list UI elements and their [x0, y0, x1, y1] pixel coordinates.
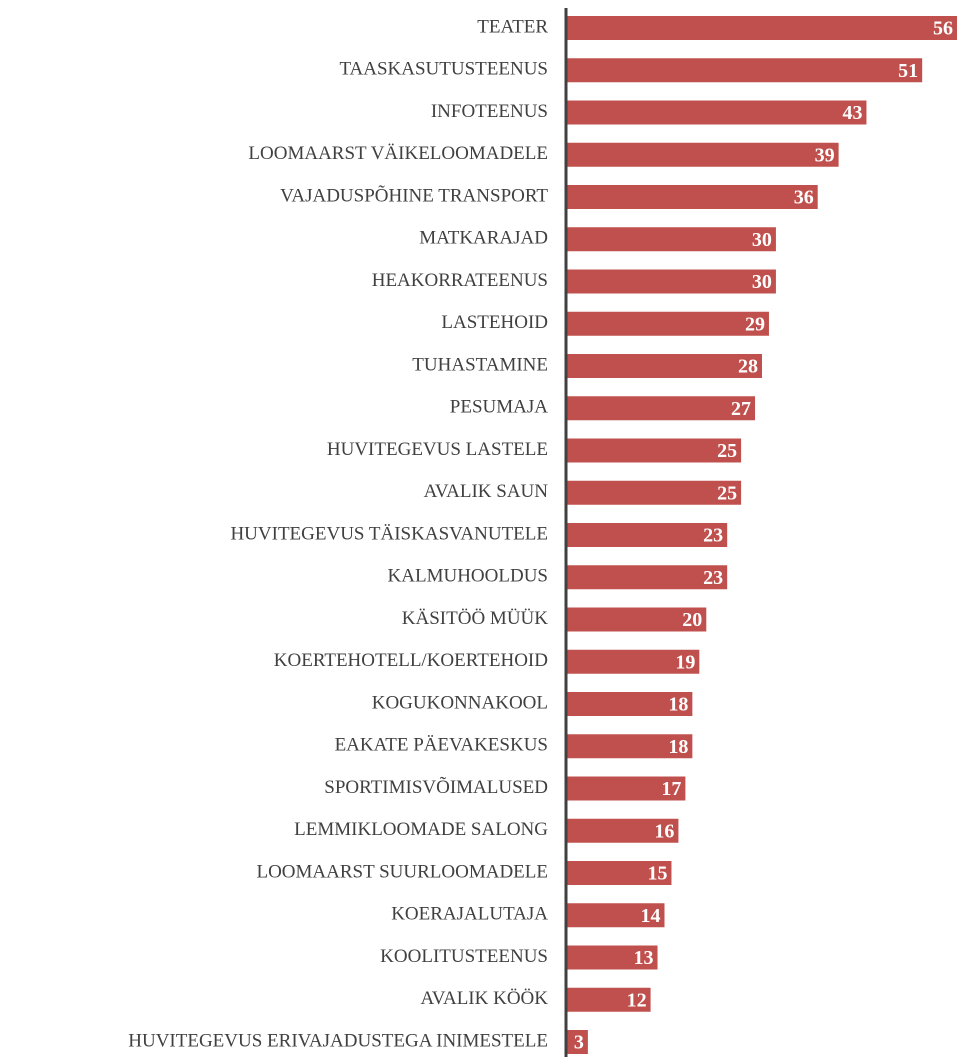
category-label: LEMMIKLOOMADE SALONG	[294, 819, 548, 840]
category-label: KOOLITUSTEENUS	[380, 946, 548, 967]
bar	[567, 396, 756, 421]
category-label: KOERAJALUTAJA	[391, 904, 548, 925]
category-label: HEAKORRATEENUS	[372, 270, 548, 291]
value-label: 13	[634, 947, 654, 969]
value-label: 28	[738, 356, 758, 378]
bar	[567, 945, 658, 970]
value-label: 23	[703, 525, 723, 547]
bar	[567, 818, 679, 843]
bar	[567, 734, 693, 759]
value-label: 16	[654, 820, 674, 842]
category-label: LASTEHOID	[441, 312, 548, 333]
category-label: HUVITEGEVUS LASTELE	[327, 439, 548, 460]
bar	[567, 649, 700, 674]
category-label: AVALIK KÖÖK	[420, 988, 548, 1009]
bar	[567, 1030, 588, 1054]
category-label: LOOMAARST SUURLOOMADELE	[256, 861, 548, 882]
bar	[567, 311, 769, 336]
category-label: KALMUHOOLDUS	[388, 566, 548, 587]
bar	[567, 16, 957, 40]
category-label: HUVITEGEVUS TÄISKASVANUTELE	[230, 523, 548, 544]
category-label: HUVITEGEVUS ERIVAJADUSTEGA INIMESTELE	[128, 1030, 548, 1051]
bar	[567, 776, 686, 801]
value-label: 29	[745, 313, 765, 335]
bar	[567, 100, 867, 125]
bar	[567, 480, 742, 505]
category-label: VAJADUSPÕHINE TRANSPORT	[280, 184, 548, 206]
bar	[567, 227, 776, 252]
category-label: MATKARAJAD	[419, 228, 548, 249]
value-label: 36	[794, 187, 814, 209]
value-label: 25	[717, 482, 737, 504]
value-label: 18	[668, 694, 688, 716]
value-label: 25	[717, 440, 737, 462]
value-label: 43	[842, 102, 862, 124]
category-label: INFOTEENUS	[431, 101, 548, 122]
value-label: 30	[752, 229, 772, 251]
bar	[567, 607, 707, 632]
category-label: TEATER	[477, 16, 548, 37]
bar	[567, 861, 672, 885]
bar	[567, 438, 742, 463]
value-label: 20	[682, 609, 702, 631]
bar	[567, 903, 665, 928]
bar	[567, 269, 776, 294]
bar	[567, 523, 728, 547]
bar	[567, 565, 728, 590]
value-label: 14	[641, 905, 661, 927]
value-label: 3	[574, 1032, 584, 1054]
category-label: KÄSITÖÖ MÜÜK	[402, 608, 548, 629]
category-label: LOOMAARST VÄIKELOOMADELE	[248, 143, 548, 164]
category-label: KOGUKONNAKOOL	[372, 692, 548, 713]
value-label: 56	[933, 18, 953, 40]
value-label: 12	[627, 989, 647, 1011]
category-label: TAASKASUTUSTEENUS	[339, 59, 548, 80]
bar	[567, 987, 651, 1012]
value-label: 18	[668, 736, 688, 758]
bar	[567, 142, 839, 167]
value-label: 39	[815, 144, 835, 166]
value-label: 27	[731, 398, 751, 420]
value-label: 51	[898, 60, 918, 82]
category-label: EAKATE PÄEVAKESKUS	[335, 735, 548, 756]
category-label: AVALIK SAUN	[424, 481, 549, 502]
category-label: SPORTIMISVÕIMALUSED	[324, 776, 548, 798]
value-label: 23	[703, 567, 723, 589]
bar	[567, 692, 693, 716]
value-label: 30	[752, 271, 772, 293]
category-label: PESUMAJA	[450, 397, 548, 418]
bar	[567, 354, 762, 378]
category-label: KOERTEHOTELL/KOERTEHOID	[274, 650, 548, 671]
value-label: 19	[675, 651, 695, 673]
value-label: 17	[661, 778, 681, 800]
bar	[567, 185, 818, 209]
value-label: 15	[647, 863, 667, 885]
bar	[567, 58, 923, 83]
category-label: TUHASTAMINE	[412, 354, 548, 375]
